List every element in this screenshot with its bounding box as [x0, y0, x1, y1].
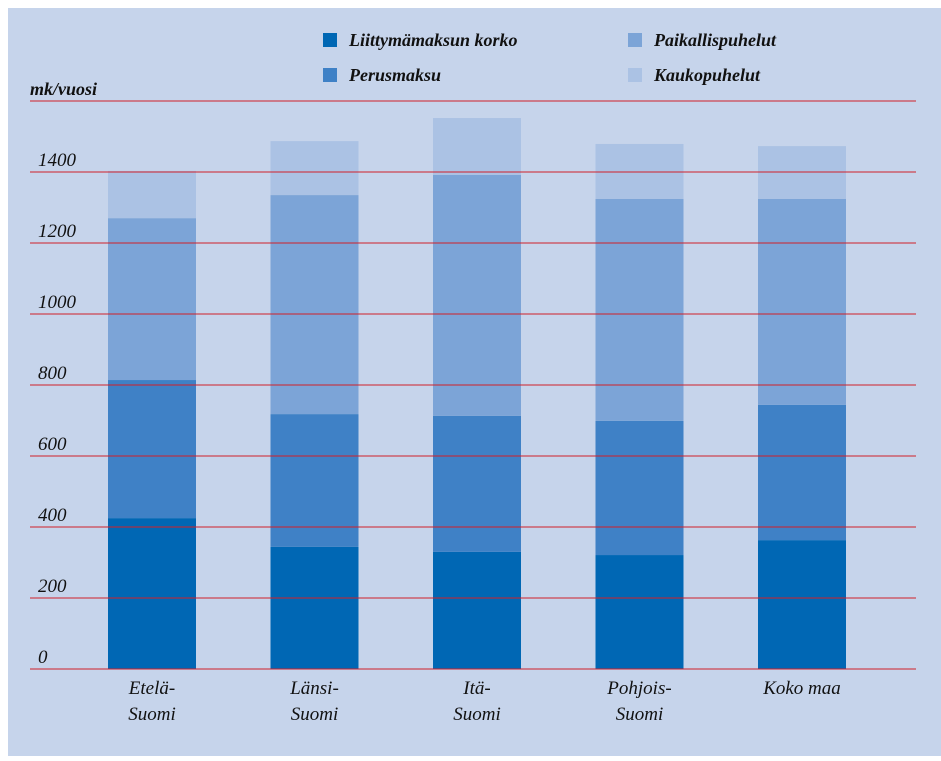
- x-tick-label: Suomi: [453, 704, 501, 725]
- y-tick-label: 200: [38, 576, 67, 597]
- y-tick-label: 400: [38, 505, 67, 526]
- y-tick-label: 1000: [38, 292, 77, 313]
- bar-segment: [758, 540, 846, 669]
- y-tick-label: 800: [38, 363, 67, 384]
- bar-segment: [108, 518, 196, 669]
- legend-label: Kaukopuhelut: [653, 65, 761, 85]
- y-tick-label: 0: [38, 647, 48, 668]
- bar-segment: [433, 415, 521, 552]
- x-tick-label: Pohjois-: [606, 678, 671, 699]
- x-tick-label: Itä-: [462, 678, 490, 699]
- bar-segment: [108, 380, 196, 519]
- bar-segment: [108, 218, 196, 381]
- x-tick-label: Suomi: [128, 704, 176, 725]
- legend-label: Paikallispuhelut: [653, 30, 777, 50]
- legend-swatch: [323, 33, 337, 47]
- legend-label: Liittymämaksun korko: [348, 30, 518, 50]
- bar-segment: [433, 174, 521, 416]
- legend-swatch: [628, 68, 642, 82]
- bar-segment: [758, 198, 846, 405]
- bar-segment: [270, 141, 359, 196]
- bar-segment: [108, 170, 196, 219]
- x-tick-label: Länsi-: [289, 678, 339, 699]
- y-tick-label: 1400: [38, 150, 77, 171]
- x-tick-label: Suomi: [616, 704, 664, 725]
- bar-segment: [595, 198, 684, 421]
- legend-swatch: [323, 68, 337, 82]
- y-label: mk/vuosi: [30, 79, 97, 99]
- bar-segment: [270, 195, 359, 415]
- bar-segment: [595, 420, 684, 556]
- x-tick-label: Etelä-: [128, 678, 175, 699]
- y-tick-label: 1200: [38, 221, 77, 242]
- bar-segment: [758, 146, 846, 199]
- bar-segment: [595, 143, 684, 199]
- y-tick-label: 600: [38, 434, 67, 455]
- bar-segment: [433, 551, 521, 669]
- bar-segment: [433, 118, 521, 175]
- bar-segment: [270, 414, 359, 547]
- x-tick-label: Suomi: [291, 704, 339, 725]
- x-tick-label: Koko maa: [762, 678, 841, 699]
- bar-segment: [595, 555, 684, 669]
- legend-label: Perusmaksu: [348, 65, 441, 85]
- bar-segment: [270, 546, 359, 669]
- bar-segment: [758, 404, 846, 541]
- legend-swatch: [628, 33, 642, 47]
